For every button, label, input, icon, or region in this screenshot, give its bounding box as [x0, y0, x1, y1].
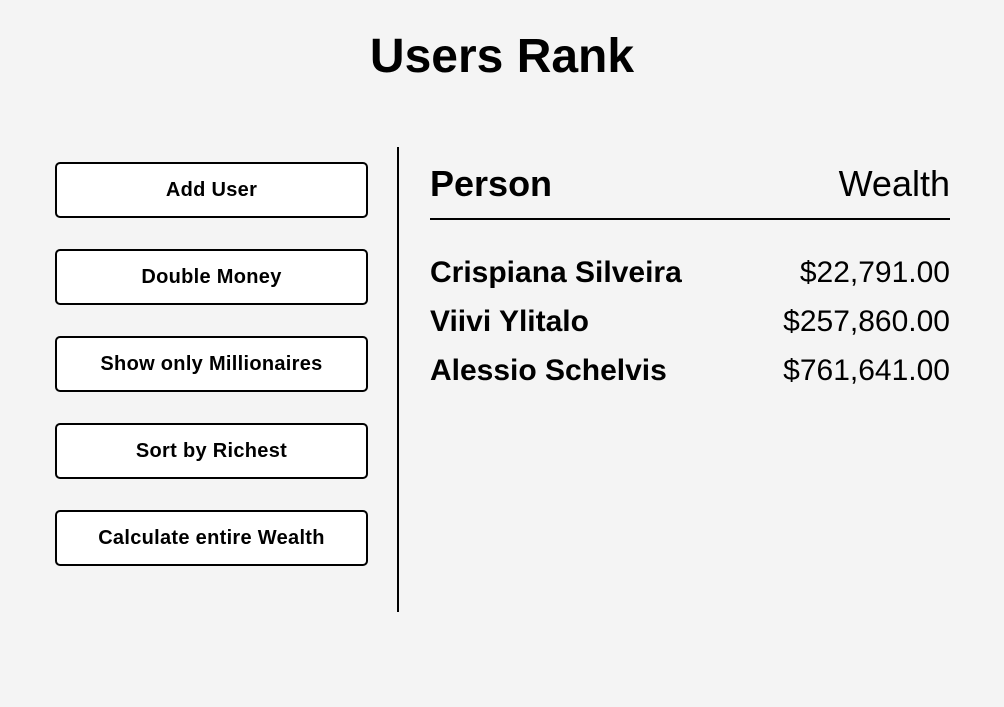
vertical-divider [397, 147, 399, 612]
table-row: Alessio Schelvis $761,641.00 [430, 346, 950, 395]
controls-panel: Add User Double Money Show only Milliona… [55, 162, 368, 597]
table-header: Person Wealth [430, 160, 950, 220]
add-user-button[interactable]: Add User [55, 162, 368, 218]
page-title: Users Rank [369, 30, 635, 83]
sort-by-richest-button[interactable]: Sort by Richest [55, 423, 368, 479]
table-body: Crispiana Silveira $22,791.00 Viivi Ylit… [430, 248, 950, 395]
calculate-wealth-button[interactable]: Calculate entire Wealth [55, 510, 368, 566]
person-name: Alessio Schelvis [430, 353, 667, 387]
person-wealth: $22,791.00 [799, 255, 950, 289]
column-header-person: Person [430, 163, 553, 204]
person-wealth: $761,641.00 [783, 353, 950, 387]
double-money-button[interactable]: Double Money [55, 249, 368, 305]
person-name: Crispiana Silveira [430, 255, 682, 289]
table-row: Viivi Ylitalo $257,860.00 [430, 297, 950, 346]
column-header-wealth: Wealth [838, 163, 950, 204]
users-table: Person Wealth Crispiana Silveira $22,791… [430, 160, 950, 395]
person-wealth: $257,860.00 [783, 304, 950, 338]
person-name: Viivi Ylitalo [430, 304, 589, 338]
table-row: Crispiana Silveira $22,791.00 [430, 248, 950, 297]
show-millionaires-button[interactable]: Show only Millionaires [55, 336, 368, 392]
